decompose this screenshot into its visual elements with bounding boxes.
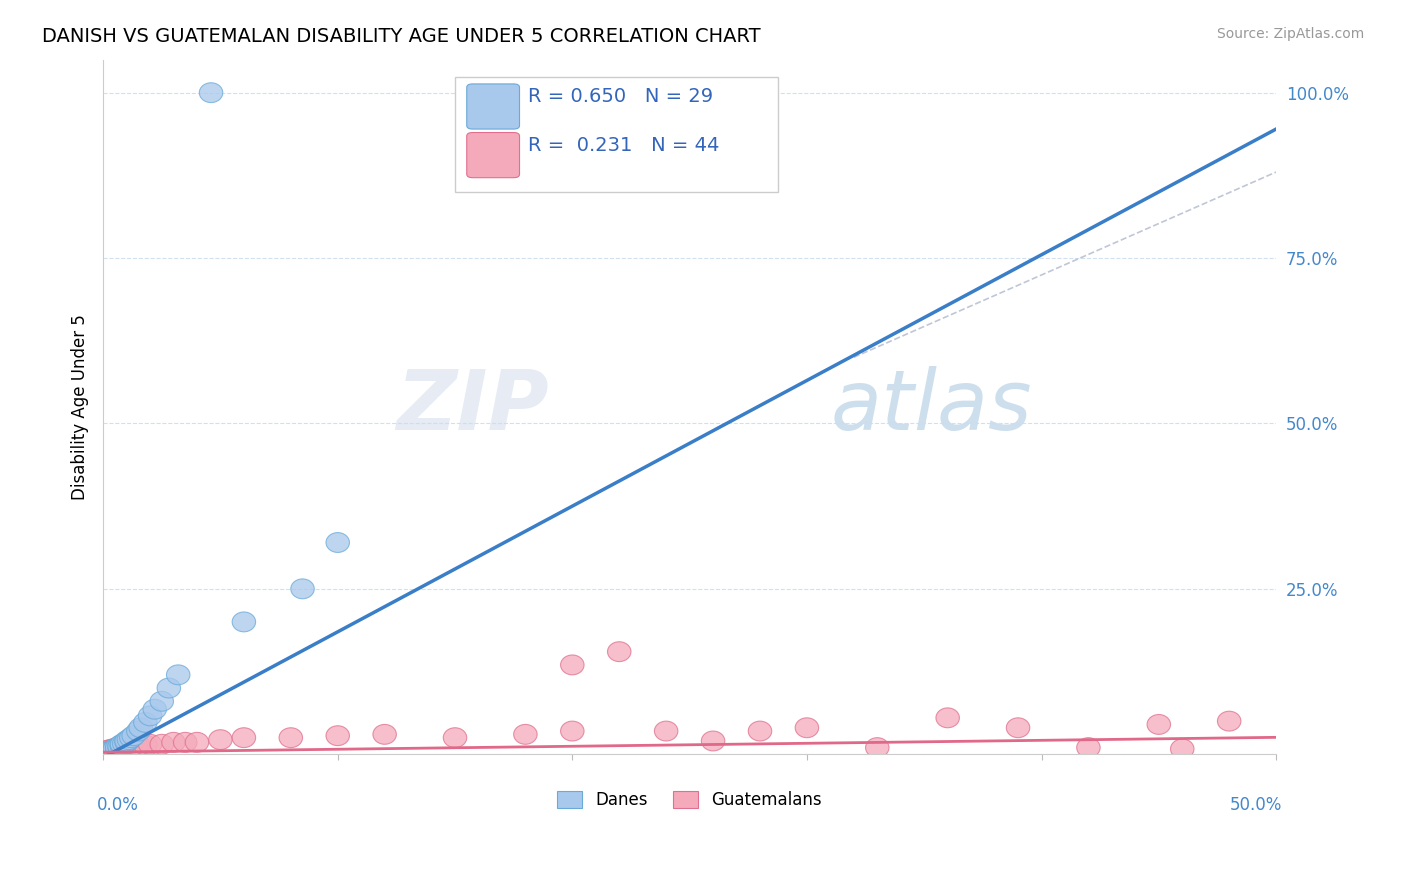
Ellipse shape — [748, 721, 772, 741]
Text: Source: ZipAtlas.com: Source: ZipAtlas.com — [1216, 27, 1364, 41]
Ellipse shape — [157, 678, 180, 698]
Ellipse shape — [129, 718, 152, 738]
Ellipse shape — [138, 734, 162, 755]
FancyBboxPatch shape — [467, 133, 520, 178]
Ellipse shape — [150, 734, 173, 755]
Ellipse shape — [134, 735, 157, 755]
Ellipse shape — [796, 718, 818, 738]
Ellipse shape — [607, 641, 631, 662]
Ellipse shape — [110, 735, 134, 755]
Ellipse shape — [162, 732, 186, 752]
Ellipse shape — [1007, 718, 1029, 738]
Ellipse shape — [108, 738, 131, 757]
Ellipse shape — [326, 533, 350, 552]
Ellipse shape — [173, 732, 197, 752]
Ellipse shape — [103, 739, 127, 759]
Ellipse shape — [200, 83, 222, 103]
Ellipse shape — [103, 739, 127, 759]
Ellipse shape — [1147, 714, 1171, 734]
Ellipse shape — [101, 740, 124, 760]
Ellipse shape — [232, 612, 256, 632]
Ellipse shape — [143, 699, 166, 719]
Ellipse shape — [105, 738, 129, 757]
Ellipse shape — [186, 732, 208, 752]
Ellipse shape — [654, 721, 678, 741]
Ellipse shape — [127, 736, 150, 756]
FancyBboxPatch shape — [456, 77, 778, 192]
Ellipse shape — [1218, 711, 1241, 731]
Ellipse shape — [866, 738, 889, 757]
Ellipse shape — [561, 655, 583, 675]
Ellipse shape — [115, 731, 138, 751]
Ellipse shape — [103, 739, 127, 759]
Ellipse shape — [105, 739, 129, 758]
Ellipse shape — [115, 732, 138, 752]
Ellipse shape — [108, 738, 131, 757]
Ellipse shape — [134, 713, 157, 732]
Ellipse shape — [120, 737, 143, 756]
Ellipse shape — [232, 728, 256, 747]
Ellipse shape — [101, 739, 124, 759]
Ellipse shape — [103, 739, 127, 758]
Ellipse shape — [124, 736, 148, 756]
Ellipse shape — [702, 731, 725, 751]
Text: 50.0%: 50.0% — [1230, 796, 1282, 814]
FancyBboxPatch shape — [467, 84, 520, 129]
Ellipse shape — [443, 728, 467, 747]
Ellipse shape — [110, 738, 134, 757]
Ellipse shape — [112, 734, 136, 754]
Text: DANISH VS GUATEMALAN DISABILITY AGE UNDER 5 CORRELATION CHART: DANISH VS GUATEMALAN DISABILITY AGE UNDE… — [42, 27, 761, 45]
Legend: Danes, Guatemalans: Danes, Guatemalans — [551, 784, 828, 815]
Ellipse shape — [127, 721, 150, 741]
Y-axis label: Disability Age Under 5: Disability Age Under 5 — [72, 314, 89, 500]
Ellipse shape — [96, 741, 120, 761]
Ellipse shape — [94, 742, 117, 762]
Ellipse shape — [108, 737, 131, 756]
Text: atlas: atlas — [831, 367, 1032, 448]
Ellipse shape — [150, 691, 173, 711]
Text: 0.0%: 0.0% — [97, 796, 139, 814]
Ellipse shape — [98, 739, 122, 759]
Text: R =  0.231   N = 44: R = 0.231 N = 44 — [527, 136, 718, 155]
Text: ZIP: ZIP — [396, 367, 548, 448]
Ellipse shape — [122, 726, 145, 746]
Ellipse shape — [936, 708, 959, 728]
Ellipse shape — [326, 726, 350, 746]
Ellipse shape — [120, 728, 143, 747]
Ellipse shape — [208, 730, 232, 749]
Ellipse shape — [561, 721, 583, 741]
Ellipse shape — [110, 737, 134, 756]
Ellipse shape — [166, 665, 190, 685]
Ellipse shape — [1171, 739, 1194, 759]
Ellipse shape — [291, 579, 315, 599]
Ellipse shape — [278, 728, 302, 747]
Ellipse shape — [115, 737, 138, 756]
Ellipse shape — [1077, 738, 1099, 757]
Ellipse shape — [513, 724, 537, 744]
Ellipse shape — [373, 724, 396, 744]
Ellipse shape — [110, 734, 134, 755]
Ellipse shape — [110, 737, 134, 756]
Ellipse shape — [96, 740, 120, 760]
Ellipse shape — [138, 706, 162, 726]
Ellipse shape — [98, 741, 122, 761]
Ellipse shape — [105, 739, 129, 759]
Ellipse shape — [117, 730, 141, 749]
Ellipse shape — [98, 741, 122, 761]
Text: R = 0.650   N = 29: R = 0.650 N = 29 — [527, 87, 713, 106]
